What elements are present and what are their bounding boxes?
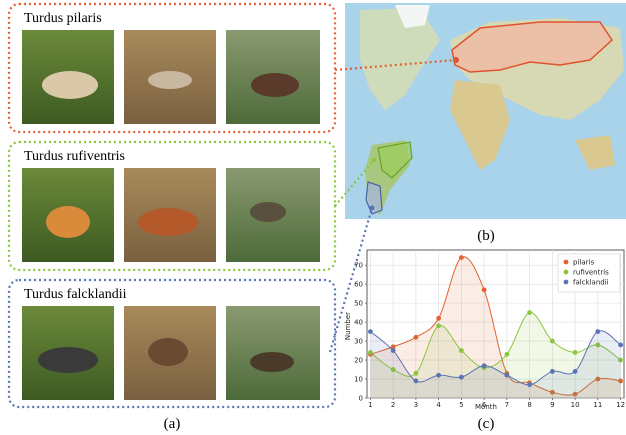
connector bbox=[334, 58, 457, 72]
species-label: Turdus pilaris bbox=[24, 11, 102, 26]
data-point bbox=[572, 391, 578, 397]
data-point bbox=[504, 372, 510, 378]
data-point bbox=[458, 374, 464, 380]
x-tick-label: 7 bbox=[505, 401, 509, 409]
data-point bbox=[595, 376, 601, 382]
data-point bbox=[504, 351, 510, 357]
y-tick-label: 0 bbox=[359, 395, 363, 403]
y-tick-label: 30 bbox=[354, 338, 363, 346]
land bbox=[450, 80, 510, 170]
data-point bbox=[458, 255, 464, 260]
x-tick-label: 8 bbox=[527, 401, 531, 409]
land bbox=[360, 8, 440, 110]
data-point bbox=[618, 357, 623, 363]
data-point bbox=[436, 315, 442, 321]
x-tick-label: 6 bbox=[482, 401, 487, 409]
land bbox=[395, 5, 430, 28]
legend-label: pilaris bbox=[573, 259, 594, 267]
land bbox=[575, 135, 615, 170]
area-fill bbox=[370, 330, 621, 398]
data-point bbox=[413, 334, 419, 340]
data-point bbox=[413, 378, 419, 384]
data-point bbox=[549, 369, 555, 374]
legend-box bbox=[557, 253, 621, 293]
data-point bbox=[368, 350, 373, 355]
bird bbox=[38, 347, 98, 373]
group-box bbox=[7, 2, 337, 134]
y-tick-label: 70 bbox=[354, 262, 363, 270]
data-point bbox=[390, 344, 396, 350]
data-point bbox=[390, 367, 396, 372]
caption: (c) bbox=[478, 416, 495, 432]
data-point bbox=[549, 338, 555, 344]
data-point bbox=[481, 363, 487, 369]
photos bbox=[22, 30, 320, 400]
bird bbox=[251, 73, 299, 97]
bird bbox=[250, 352, 294, 372]
legend-marker bbox=[563, 279, 569, 285]
range-falcklandii bbox=[365, 181, 383, 215]
x-tick-label: 5 bbox=[459, 401, 463, 409]
connector bbox=[328, 207, 374, 353]
legend-label: rufiventris bbox=[573, 269, 609, 277]
data-point bbox=[618, 342, 623, 348]
range-rufiventris bbox=[377, 141, 413, 179]
y-tick-label: 20 bbox=[354, 357, 363, 365]
legend-label: falcklandii bbox=[573, 279, 609, 287]
data-point bbox=[436, 372, 442, 378]
x-tick-label: 1 bbox=[368, 401, 372, 409]
y-tick-label: 40 bbox=[354, 319, 363, 327]
map bbox=[345, 3, 626, 219]
bird bbox=[148, 338, 188, 366]
group-box bbox=[7, 278, 337, 409]
bird bbox=[46, 206, 90, 238]
y-tick-label: 60 bbox=[354, 281, 363, 289]
x-tick-label: 3 bbox=[414, 401, 418, 409]
map-point bbox=[369, 205, 375, 211]
area-fill bbox=[370, 256, 621, 398]
x-tick-label: 11 bbox=[593, 401, 602, 409]
bird bbox=[250, 202, 286, 222]
x-tick-label: 9 bbox=[550, 401, 554, 409]
data-point bbox=[527, 310, 533, 316]
data-point bbox=[595, 342, 601, 348]
data-point bbox=[572, 369, 578, 374]
x-tick-label: 2 bbox=[391, 401, 395, 409]
y-tick-label: 50 bbox=[354, 300, 363, 308]
data-point bbox=[368, 329, 373, 334]
x-tick-label: 10 bbox=[571, 401, 580, 409]
data-point bbox=[390, 348, 396, 353]
data-point bbox=[458, 348, 464, 353]
bird bbox=[138, 208, 198, 236]
legend-marker bbox=[563, 269, 569, 275]
x-tick-label: 4 bbox=[436, 401, 441, 409]
connector bbox=[334, 159, 375, 207]
caption: (b) bbox=[477, 228, 495, 244]
y-axis-label: Number bbox=[344, 312, 352, 340]
y-tick-label: 10 bbox=[354, 376, 363, 384]
data-point bbox=[549, 389, 555, 395]
data-point bbox=[618, 378, 623, 384]
data-point bbox=[436, 323, 442, 329]
data-point bbox=[527, 382, 533, 388]
range-pilaris bbox=[451, 21, 613, 73]
caption: (a) bbox=[164, 416, 181, 432]
data-point bbox=[413, 370, 419, 376]
bird bbox=[42, 71, 98, 99]
data-point bbox=[595, 329, 601, 334]
x-axis-label: Month bbox=[475, 403, 497, 411]
x-tick-label: 12 bbox=[616, 401, 625, 409]
species-label: Turdus rufiventris bbox=[24, 149, 125, 164]
species-label: Turdus falcklandii bbox=[24, 287, 127, 302]
data-point bbox=[572, 350, 578, 355]
legend-marker bbox=[563, 259, 569, 265]
data-point bbox=[481, 287, 487, 293]
bird bbox=[148, 71, 192, 89]
